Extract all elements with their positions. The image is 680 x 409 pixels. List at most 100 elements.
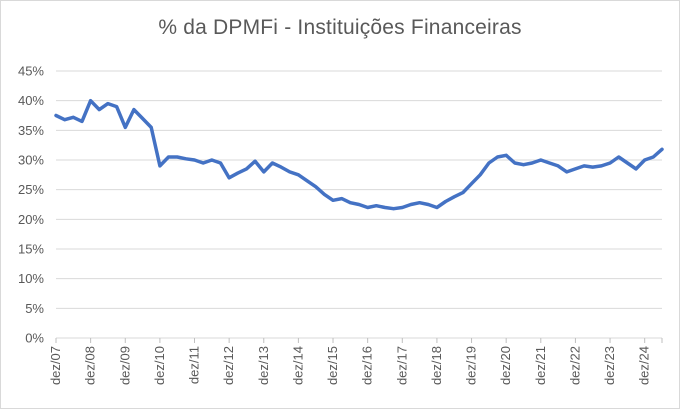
data-point [271, 161, 274, 165]
data-point [634, 167, 638, 171]
data-point [470, 182, 473, 186]
data-point [106, 102, 110, 105]
data-point [496, 155, 499, 159]
data-point [418, 201, 421, 205]
data-point [374, 204, 378, 208]
data-point [461, 191, 465, 195]
data-point [219, 161, 222, 165]
x-tick-label: dez/15 [325, 346, 340, 385]
data-point [383, 206, 387, 209]
data-point [132, 108, 136, 111]
data-point [452, 195, 456, 199]
data-point [89, 99, 92, 103]
data-point [340, 197, 344, 201]
data-point [331, 198, 335, 202]
y-tick-label: 45% [18, 64, 44, 79]
data-point [54, 114, 58, 117]
data-point [71, 115, 75, 119]
x-tick-label: dez/09 [117, 346, 132, 385]
data-point [409, 203, 413, 206]
data-point [574, 167, 577, 171]
data-point [348, 201, 352, 205]
x-tick-label: dez/13 [256, 346, 271, 385]
data-point [305, 179, 309, 183]
data-point [366, 206, 370, 209]
data-point [97, 108, 101, 111]
data-point [444, 200, 447, 203]
data-point [556, 164, 560, 168]
x-tick-label: dez/10 [152, 346, 167, 385]
data-point [600, 164, 603, 168]
data-point [651, 155, 655, 159]
y-tick-label: 5% [25, 301, 44, 316]
data-point [660, 147, 664, 151]
data-point [115, 105, 118, 108]
x-tick-label: dez/23 [602, 346, 617, 385]
data-point [643, 158, 647, 162]
x-tick-label: dez/22 [567, 346, 582, 385]
x-tick-label: dez/19 [464, 346, 479, 385]
series-line [54, 98, 664, 211]
data-point [167, 155, 170, 159]
data-point [582, 164, 586, 168]
data-point [279, 165, 283, 169]
data-point [227, 176, 231, 180]
data-point [149, 126, 153, 129]
data-point [357, 203, 361, 206]
data-point [565, 170, 569, 174]
data-point [591, 165, 595, 169]
data-point [530, 161, 534, 165]
data-point [80, 120, 84, 123]
data-point [323, 193, 326, 196]
y-tick-label: 20% [18, 212, 44, 227]
x-tick-label: dez/14 [290, 346, 305, 385]
data-point [608, 161, 612, 165]
data-point [487, 161, 491, 165]
x-tick-label: dez/24 [637, 346, 652, 385]
data-point [504, 153, 508, 157]
data-point [175, 155, 179, 159]
y-tick-label: 15% [18, 242, 44, 257]
x-tick-label: dez/07 [48, 346, 63, 385]
data-point [201, 161, 205, 165]
data-point [253, 159, 257, 163]
y-tick-label: 40% [18, 93, 44, 108]
data-point [288, 170, 292, 174]
data-point [392, 207, 395, 211]
data-point [297, 173, 300, 177]
y-tick-label: 0% [25, 331, 44, 346]
x-tick-label: dez/16 [360, 346, 375, 385]
y-tick-label: 30% [18, 153, 44, 168]
chart-title: % da DPMFi - Instituições Financeiras [158, 16, 522, 39]
y-tick-label: 35% [18, 123, 44, 138]
y-tick-label: 25% [18, 182, 44, 197]
data-point [184, 157, 188, 161]
x-tick-label: dez/17 [394, 346, 409, 385]
data-point [210, 158, 214, 162]
data-point [236, 171, 240, 175]
data-point [522, 163, 525, 167]
data-point [158, 164, 162, 168]
data-point [262, 170, 266, 174]
data-point [617, 155, 621, 159]
data-point [193, 158, 196, 162]
x-tick-label: dez/20 [498, 346, 513, 385]
data-point [63, 118, 67, 122]
data-point [314, 185, 318, 189]
data-point [626, 161, 629, 165]
data-point [548, 161, 551, 165]
data-point [426, 203, 430, 206]
data-point [400, 206, 404, 209]
data-point [539, 158, 543, 162]
data-point [123, 126, 127, 129]
y-tick-label: 10% [18, 271, 44, 286]
data-point [245, 167, 248, 171]
data-point [513, 161, 517, 165]
x-tick-label: dez/21 [533, 346, 548, 385]
x-tick-label: dez/11 [187, 346, 202, 384]
x-tick-label: dez/12 [221, 346, 236, 385]
data-point [478, 173, 482, 177]
data-point [141, 117, 145, 120]
